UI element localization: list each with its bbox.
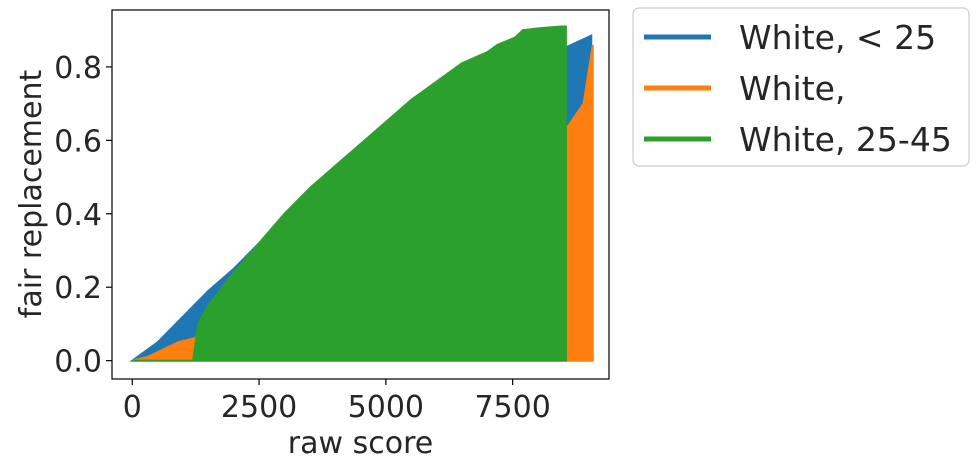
series-3-area <box>132 25 567 362</box>
y-axis-label: fair replacement <box>14 70 49 319</box>
x-axis: 0 2500 5000 7500 <box>123 379 551 425</box>
x-tick-label: 7500 <box>474 390 550 425</box>
legend-label: White, <box>739 69 845 108</box>
legend-label: White, 25-45 <box>739 120 952 159</box>
x-axis-label: raw score <box>288 426 433 461</box>
x-tick-label: 2500 <box>221 390 297 425</box>
y-tick-label: 0.0 <box>54 345 102 380</box>
y-tick-label: 0.2 <box>54 271 102 306</box>
x-tick-label: 0 <box>123 390 142 425</box>
y-tick-label: 0.4 <box>54 198 102 233</box>
legend: White, < 25 White, White, 25-45 <box>644 18 952 159</box>
y-tick-label: 0.8 <box>54 51 102 86</box>
y-axis: 0.0 0.2 0.4 0.6 0.8 <box>54 51 112 380</box>
plot-area <box>129 25 594 362</box>
axes-frame <box>111 9 610 380</box>
x-tick-label: 5000 <box>348 390 424 425</box>
legend-box <box>632 7 970 167</box>
legend-label: White, < 25 <box>739 18 936 57</box>
y-tick-label: 0.6 <box>54 124 102 159</box>
